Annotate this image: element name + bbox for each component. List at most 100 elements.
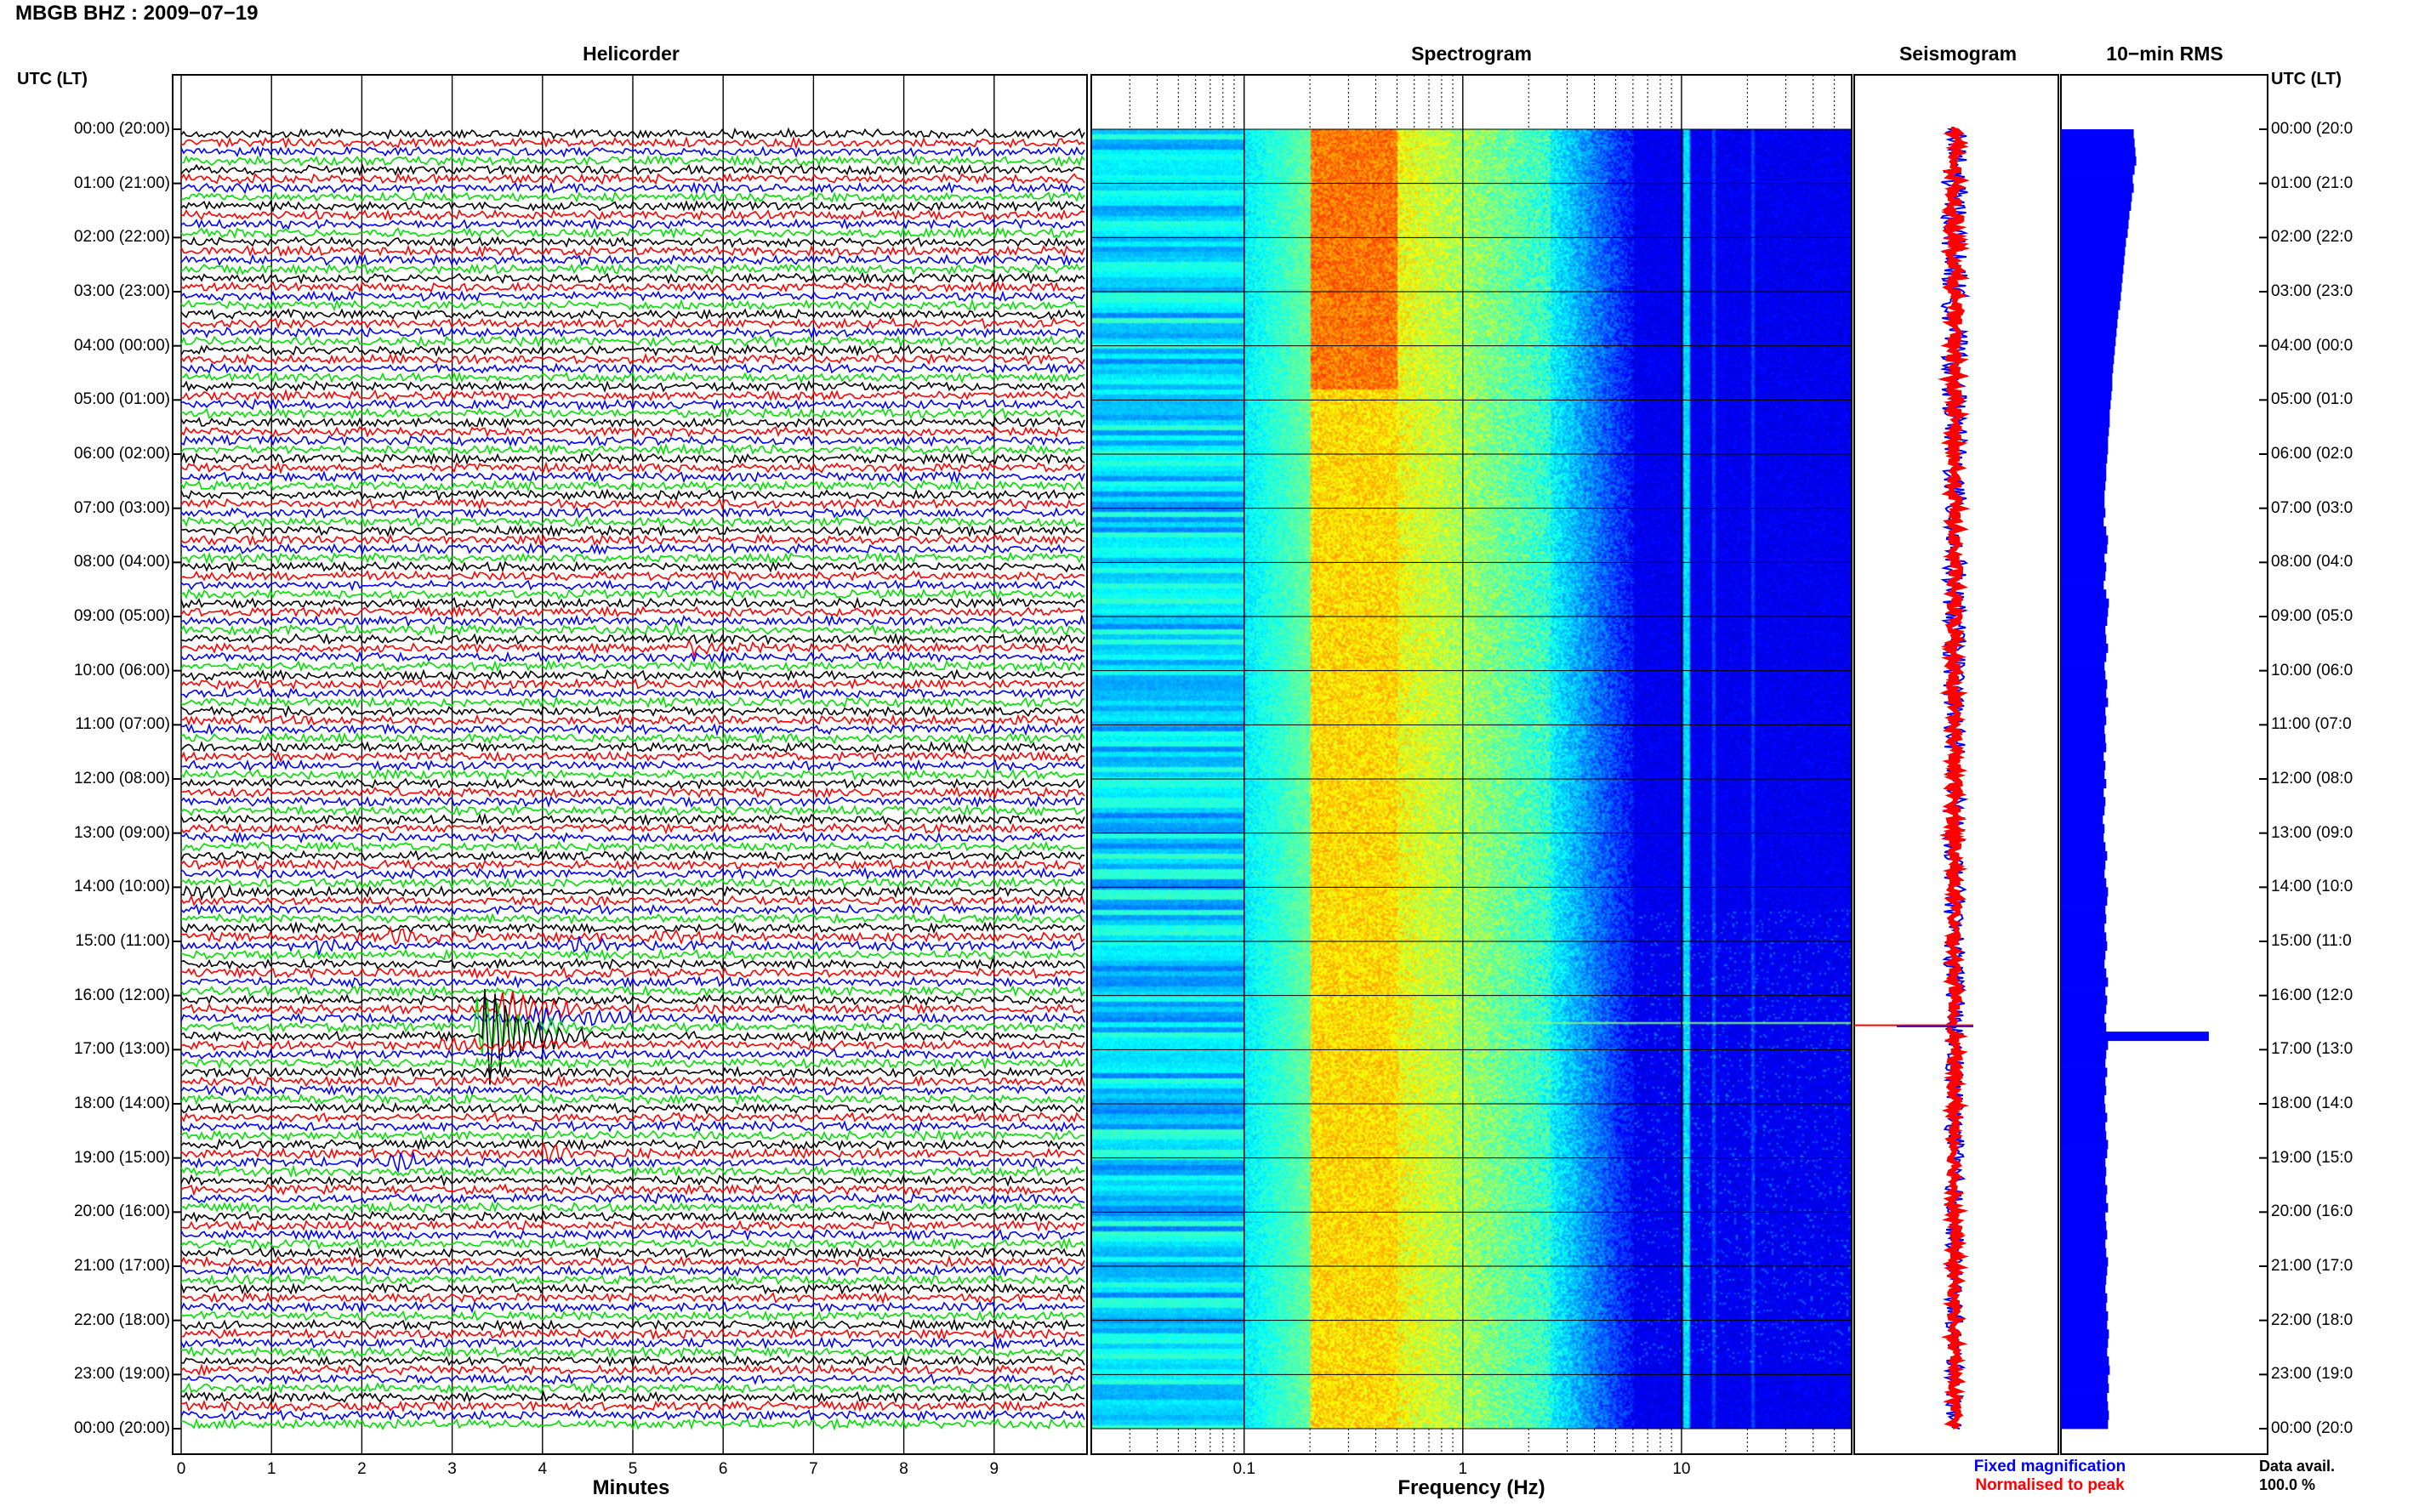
helicorder-trace bbox=[180, 172, 1085, 185]
rms-bar bbox=[2061, 770, 2105, 780]
rms-bar bbox=[2061, 382, 2113, 392]
helicorder-trace bbox=[180, 1093, 1085, 1106]
helicorder-trace bbox=[180, 514, 1085, 528]
minutes-tick-label: 7 bbox=[809, 1460, 818, 1478]
helicorder-trace bbox=[180, 947, 1085, 962]
helicorder-trace bbox=[180, 1209, 1085, 1224]
rms-bar bbox=[2061, 679, 2108, 690]
helicorder-trace bbox=[180, 812, 1085, 827]
rms-bar bbox=[2061, 535, 2109, 545]
helicorder-trace bbox=[180, 1381, 1085, 1395]
minutes-tick-label: 1 bbox=[266, 1460, 276, 1478]
hour-label-left: 02:00 (22:00) bbox=[73, 228, 170, 247]
hour-label-right: 02:00 (22:0 bbox=[2271, 228, 2354, 247]
helicorder-trace bbox=[180, 1373, 1085, 1385]
helicorder-trace bbox=[180, 154, 1085, 168]
rms-bar bbox=[2061, 183, 2134, 193]
hour-label-right: 10:00 (06:0 bbox=[2271, 661, 2354, 679]
minutes-axis-label: Minutes bbox=[592, 1476, 670, 1499]
hour-label-left: 12:00 (08:00) bbox=[73, 770, 170, 787]
rms-bar bbox=[2061, 725, 2105, 735]
hour-label-left: 16:00 (12:00) bbox=[73, 986, 170, 1004]
hour-label-right: 00:00 (20:0 bbox=[2271, 120, 2354, 138]
helicorder-trace bbox=[180, 1317, 1085, 1332]
rms-bar bbox=[2061, 1194, 2107, 1204]
rms-bar bbox=[2061, 869, 2105, 879]
rms-bar bbox=[2061, 779, 2107, 789]
rms-bar bbox=[2061, 1356, 2109, 1367]
rms-bar bbox=[2061, 733, 2106, 743]
minutes-tick-label: 5 bbox=[628, 1460, 638, 1478]
hour-label-right: 19:00 (15:0 bbox=[2271, 1148, 2354, 1167]
helicorder-trace bbox=[180, 588, 1085, 600]
helicorder-trace bbox=[180, 925, 1085, 946]
hour-label-left: 18:00 (14:00) bbox=[73, 1094, 170, 1112]
hour-label-right: 15:00 (11:0 bbox=[2271, 932, 2352, 950]
hour-label-left: 06:00 (02:00) bbox=[73, 445, 170, 463]
hour-label-right: 16:00 (12:0 bbox=[2271, 986, 2354, 1004]
rms-bar bbox=[2061, 1311, 2109, 1322]
hour-label-right: 17:00 (13:0 bbox=[2271, 1040, 2354, 1059]
seismogram-title: Seismogram bbox=[1898, 43, 2018, 65]
helicorder-trace bbox=[180, 1137, 1085, 1151]
helicorder-trace bbox=[180, 1309, 1085, 1322]
rms-bar bbox=[2061, 1004, 2107, 1015]
rms-bar bbox=[2061, 1022, 2107, 1032]
helicorder-trace bbox=[180, 1273, 1085, 1286]
rms-bar bbox=[2061, 787, 2104, 798]
rms-bar bbox=[2061, 282, 2122, 293]
helicorder-trace bbox=[180, 1390, 1085, 1404]
helicorder-trace bbox=[180, 406, 1085, 420]
helicorder-trace bbox=[180, 605, 1085, 618]
rms-bar bbox=[2061, 219, 2129, 230]
hour-label-left: 03:00 (23:00) bbox=[73, 282, 170, 300]
helicorder-trace bbox=[180, 988, 1085, 1085]
rms-bar bbox=[2061, 553, 2105, 563]
rms-bar bbox=[2061, 1112, 2108, 1123]
helicorder-trace bbox=[180, 850, 1085, 862]
rms-bar bbox=[2061, 1013, 2105, 1023]
helicorder-trace bbox=[180, 469, 1085, 484]
helicorder-trace bbox=[180, 253, 1085, 267]
helicorder-trace bbox=[180, 668, 1085, 682]
helicorder-trace bbox=[180, 236, 1085, 248]
rms-bar bbox=[2061, 1230, 2108, 1240]
helicorder-trace bbox=[180, 1065, 1085, 1079]
rms-bar bbox=[2061, 337, 2116, 347]
rms-bar bbox=[2061, 264, 2124, 275]
rms-bar bbox=[2061, 327, 2117, 338]
rms-bar bbox=[2061, 1122, 2106, 1132]
rms-bar bbox=[2061, 463, 2107, 473]
helicorder-trace bbox=[180, 1282, 1085, 1295]
spectrogram-title: Spectrogram bbox=[1411, 43, 1532, 65]
hour-label-right: 21:00 (17:0 bbox=[2271, 1257, 2354, 1275]
helicorder-trace bbox=[180, 1228, 1085, 1242]
helicorder-trace bbox=[180, 695, 1085, 709]
helicorder-trace bbox=[180, 442, 1085, 457]
helicorder-trace bbox=[180, 452, 1085, 466]
rms-bar bbox=[2061, 1202, 2109, 1213]
helicorder-trace bbox=[180, 1417, 1085, 1431]
rms-bar bbox=[2061, 1248, 2107, 1258]
hour-label-right: 23:00 (19:0 bbox=[2271, 1365, 2354, 1384]
rms-bar bbox=[2061, 300, 2120, 310]
rms-bar bbox=[2061, 824, 2105, 834]
hour-label-left: 20:00 (16:00) bbox=[73, 1202, 170, 1221]
rms-bar bbox=[2061, 418, 2110, 428]
helicorder-trace bbox=[180, 614, 1085, 628]
rms-bar bbox=[2061, 995, 2108, 1005]
rms-title: 10−min RMS bbox=[2106, 43, 2223, 65]
rms-bar bbox=[2061, 147, 2136, 157]
rms-bar bbox=[2061, 833, 2104, 843]
rms-bar bbox=[2061, 1049, 2107, 1060]
helicorder-trace bbox=[180, 560, 1085, 574]
rms-bar bbox=[2061, 1175, 2106, 1185]
hour-label-right: 03:00 (23:0 bbox=[2271, 282, 2354, 300]
rms-bar bbox=[2061, 355, 2114, 365]
helicorder-trace bbox=[180, 966, 1085, 980]
helicorder-trace bbox=[180, 479, 1085, 493]
helicorder-trace bbox=[180, 244, 1085, 259]
seismogram-frame bbox=[1853, 74, 2059, 1455]
